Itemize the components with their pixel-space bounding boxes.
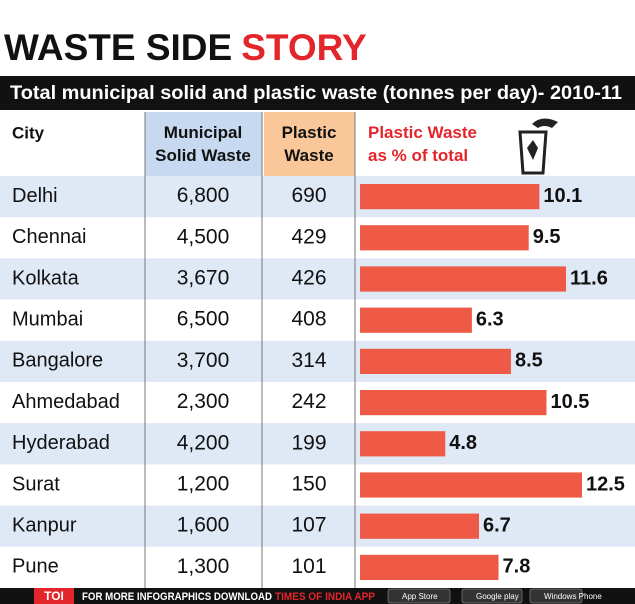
msw: 3,670 <box>177 267 230 290</box>
plastic: 429 <box>291 225 326 248</box>
city: Chennai <box>12 226 87 248</box>
bar <box>360 472 582 498</box>
badge <box>529 588 583 604</box>
city: Mumbai <box>12 308 83 330</box>
row-bg <box>0 423 635 465</box>
row-bg <box>0 505 635 547</box>
msw: 1,600 <box>177 514 230 537</box>
footer-text: FOR MORE INFOGRAPHICS DOWNLOAD <box>82 591 272 603</box>
bar-label: 4.8 <box>449 432 477 454</box>
bar <box>360 225 529 251</box>
bar-label: 8.5 <box>515 350 543 372</box>
plastic: 426 <box>291 267 326 290</box>
plastic: 199 <box>291 431 326 454</box>
header: Municipal Solid Waste <box>155 123 251 165</box>
bar <box>360 266 567 292</box>
logo-bg <box>34 588 74 604</box>
badge <box>461 588 523 604</box>
bar <box>360 390 547 416</box>
badge-text: Windows Phone <box>544 592 602 601</box>
bar-label: 11.6 <box>570 267 608 289</box>
bar-label: 10.1 <box>543 185 582 207</box>
header: Plastic Waste <box>282 123 337 165</box>
city: Ahmedabad <box>12 391 120 413</box>
city: Delhi <box>12 185 58 207</box>
city: Surat <box>12 473 60 495</box>
msw: 1,200 <box>177 473 230 496</box>
bar <box>360 307 472 333</box>
badges: App Store Google play Windows Phone <box>387 588 602 604</box>
city: Bangalore <box>12 350 103 372</box>
msw: 3,700 <box>177 349 230 372</box>
msw: 4,500 <box>177 225 230 248</box>
badge-text: App Store <box>402 592 438 601</box>
footer-app: TIMES OF INDIA APP <box>275 591 375 603</box>
msw: 6,800 <box>177 184 230 207</box>
msw: 2,300 <box>177 390 230 413</box>
badge <box>387 588 451 604</box>
city: Pune <box>12 556 59 578</box>
plastic: 107 <box>291 514 326 537</box>
plastic: 408 <box>291 308 326 331</box>
bar-label: 6.7 <box>483 514 511 536</box>
title: WASTE SIDE STORY <box>4 27 367 68</box>
msw: 6,500 <box>177 308 230 331</box>
subtitle-band <box>0 76 635 110</box>
city: Kanpur <box>12 514 77 536</box>
msw-header-bg <box>145 112 262 176</box>
bar-label: 9.5 <box>533 226 561 248</box>
rows: Delhi 6,800 690 10.1 Chennai 4,500 429 9.5 Kolka… <box>0 112 635 588</box>
plastic: 150 <box>291 473 326 496</box>
msw: 1,300 <box>177 555 230 578</box>
plastic: 101 <box>291 555 326 578</box>
bar-label: 7.8 <box>503 556 531 578</box>
bar <box>360 554 499 580</box>
row-bg <box>0 340 635 382</box>
title-black: WASTE SIDE <box>4 27 232 68</box>
msw: 4,200 <box>177 431 230 454</box>
bar <box>360 513 479 539</box>
bar <box>360 184 540 210</box>
bar <box>360 348 511 374</box>
subtitle: Total municipal solid and plastic waste … <box>10 83 622 104</box>
plastic-header-bg <box>264 112 355 176</box>
plastic: 690 <box>291 184 326 207</box>
title-red: STORY <box>241 27 367 68</box>
city: Hyderabad <box>12 432 110 454</box>
bar-label: 10.5 <box>550 391 589 413</box>
badge-text: Google play <box>476 592 519 601</box>
plastic: 314 <box>291 349 326 372</box>
logo: TOI <box>44 589 64 603</box>
bin-icon <box>518 118 558 175</box>
bar-label: 12.5 <box>586 473 625 495</box>
plastic: 242 <box>291 390 326 413</box>
bar <box>360 431 446 457</box>
header-pct: Plastic Waste as % of total <box>368 123 477 165</box>
header-city: City <box>12 123 45 142</box>
city: Kolkata <box>12 267 80 289</box>
bar-label: 6.3 <box>476 308 504 330</box>
